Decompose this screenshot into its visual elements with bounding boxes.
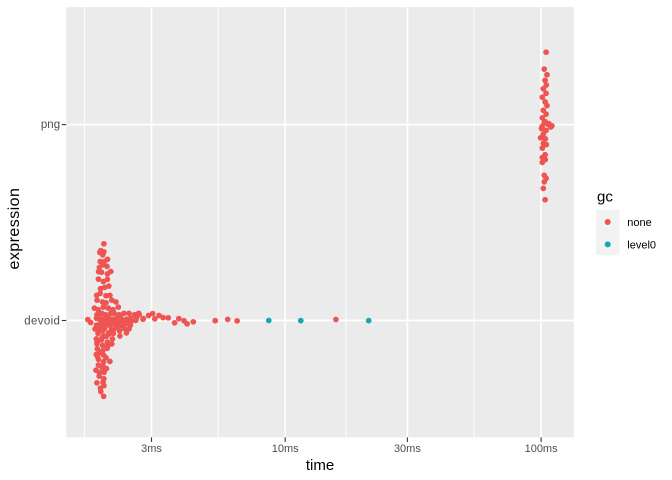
svg-text:devoid: devoid (24, 315, 60, 327)
svg-text:10ms: 10ms (272, 443, 299, 455)
svg-text:expression: expression (6, 188, 23, 270)
svg-text:3ms: 3ms (141, 443, 162, 455)
svg-text:level0: level0 (627, 240, 656, 252)
svg-text:100ms: 100ms (525, 443, 559, 455)
svg-text:30ms: 30ms (394, 443, 421, 455)
svg-text:none: none (627, 217, 651, 229)
svg-text:time: time (306, 457, 334, 474)
svg-text:png: png (41, 119, 60, 131)
svg-text:gc: gc (597, 188, 613, 205)
